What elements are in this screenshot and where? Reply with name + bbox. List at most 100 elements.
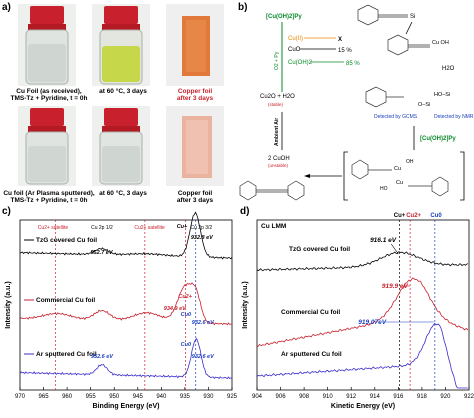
c-x-tick-label: 945 xyxy=(133,394,144,400)
c-x-tick-label: 935 xyxy=(180,394,191,400)
d-annotation-1: 916.1 eV xyxy=(370,237,397,244)
c-x-tick-label: 955 xyxy=(86,394,97,400)
d-series-line-1 xyxy=(256,251,468,272)
d-x-tick-label: 904 xyxy=(252,394,263,400)
b-detected-gcms: Detected by GCMS xyxy=(374,114,418,120)
c-cu2p32-label: Cu 2p 3/2 xyxy=(191,225,213,231)
d-plot-frame xyxy=(256,219,470,391)
panel-c-letter: c) xyxy=(2,206,11,217)
c-annotation: Cu0 xyxy=(181,342,191,348)
b-cuo: CuO xyxy=(288,47,301,53)
d-series-line-2 xyxy=(256,277,469,348)
d-series-line-3 xyxy=(256,322,468,389)
c-series-label-3: Ar sputtered Cu foil xyxy=(36,351,97,358)
panel-d-letter: d) xyxy=(240,206,250,217)
c-cu2p12-label: Cu 2p 1/2 xyxy=(91,225,113,231)
c-xlabel: Binding Energy (eV) xyxy=(93,403,160,410)
b-bracket-oh1: OH xyxy=(406,159,414,165)
c-x-tick-label: 960 xyxy=(62,394,73,400)
b-tms-alkyne xyxy=(357,4,408,26)
c-annotation: 952.7 eV xyxy=(90,250,113,256)
d-series-label-1: TzG covered Cu foil xyxy=(289,246,350,253)
panel-c-chart: 970 965 960 955 950 945 940 935 930 925 Binding En… xyxy=(5,211,237,410)
b-detected-nmr: Detected by NMR xyxy=(434,114,474,120)
d-annotation-2: 919.9 eV xyxy=(382,283,409,290)
b-bracket-cu2: Cu xyxy=(396,180,403,186)
b-cu-ii: Cu(II) xyxy=(288,36,303,42)
b-bracket-cu1: Cu xyxy=(394,166,401,172)
c-series-line-3 xyxy=(19,337,233,380)
b-ambient-air: Ambient Air xyxy=(274,118,280,146)
b-tms-si: Si xyxy=(410,14,415,20)
c-annotation: 952.6 eV xyxy=(91,354,114,360)
panel-a-letter: a) xyxy=(2,2,11,13)
d-series-label-2: Commercial Cu foil xyxy=(281,309,340,316)
panel-d-chart: 904 906 908 910 912 914 916 918 920 922 Kinetic En… xyxy=(242,213,474,410)
d-ylabel: Intensity (a.u.) xyxy=(242,281,249,328)
c-annotation: Cu0 xyxy=(181,312,191,318)
b-cuoh: 2 CuOH xyxy=(268,156,290,162)
c-ylabel: Intensity (a.u.) xyxy=(5,281,12,328)
c-annotation: 932.6 eV xyxy=(192,320,215,326)
panel-b-letter: b) xyxy=(238,2,248,13)
b-o2-py: O2 + Py xyxy=(274,51,280,70)
d-x-tick-label: 914 xyxy=(370,394,381,400)
b-hosi: HO–Si xyxy=(434,92,450,98)
foil-orange xyxy=(166,4,224,86)
d-x-tick-label: 922 xyxy=(464,394,474,400)
d-cup-label: Cu+ xyxy=(394,213,406,219)
c-x-tick-label: 930 xyxy=(203,394,214,400)
c-x-tick-label: 965 xyxy=(39,394,50,400)
panel-a-photos xyxy=(18,4,224,186)
a-row1-caption-1: Cu Foil (as received), TMS-Tz + Pyridine… xyxy=(10,88,88,102)
d-annotation-arrow-1 xyxy=(391,243,399,255)
d-x-tick-label: 918 xyxy=(417,394,428,400)
c-series-line-1 xyxy=(19,211,233,260)
d-cu0-label: Cu0 xyxy=(430,213,442,219)
d-x-tick-label: 916 xyxy=(393,394,404,400)
c-plot-frame xyxy=(19,219,233,391)
c-annotation: 932.8 eV xyxy=(191,235,214,241)
b-cu-oh: Cu OH xyxy=(432,40,449,46)
b-x-mark: X xyxy=(338,37,342,43)
b-stable: (stable) xyxy=(268,102,284,107)
d-x-tick-label: 906 xyxy=(276,394,287,400)
d-x-tick-label: 908 xyxy=(299,394,310,400)
vial-yellow xyxy=(92,4,150,86)
vial-clear-2 xyxy=(18,106,76,186)
b-bracket-oh2: HO xyxy=(380,186,388,192)
b-bottom-reagent: [Cu(OH)2]Py xyxy=(420,136,456,142)
c-x-tick-label: 950 xyxy=(109,394,120,400)
b-cuoh2: Cu(OH)2 xyxy=(288,60,313,66)
vial-clear-3 xyxy=(92,106,150,186)
c-x-tick-label: 940 xyxy=(156,394,167,400)
b-unstable: (unstable) xyxy=(268,163,289,168)
c-annotation: 934.9 eV xyxy=(164,306,187,312)
foil-pink xyxy=(166,106,224,186)
c-series-label-2: Commercial Cu foil xyxy=(36,297,95,304)
b-dimer xyxy=(351,159,449,197)
a-row2-caption-1: Cu foil (Ar Plasma sputtered), TMS-Tz + … xyxy=(3,190,95,204)
b-water: H2O xyxy=(442,66,455,72)
d-series-label-3: Ar sputtered Cu foil xyxy=(281,351,342,358)
panel-b-scheme: [Cu(OH)2]Py O2 + Py Cu(II) X CuO 15 % Cu… xyxy=(239,4,474,201)
d-title: Cu LMM xyxy=(261,223,286,230)
b-gcms-product xyxy=(365,86,404,108)
d-x-tick-label: 912 xyxy=(346,394,357,400)
c-annotation: Cu2+ xyxy=(178,294,192,300)
c-series-line-2 xyxy=(19,282,233,326)
b-osi: O–Si xyxy=(418,102,430,108)
a-row1-caption-2: at 60 °C, 3 days xyxy=(99,88,147,95)
b-diyne-product xyxy=(239,180,305,201)
b-top-reagent: [Cu(OH)2]Py xyxy=(266,14,302,20)
d-x-tick-label: 910 xyxy=(323,394,334,400)
d-cu2p-label: Cu2+ xyxy=(406,213,421,219)
b-cuoh2-yield: 85 % xyxy=(346,61,360,67)
d-annotation-3: 919.07eV xyxy=(358,319,386,326)
b-cu-acetylide xyxy=(387,34,430,56)
a-row1-caption-3: Copper foil after 3 days xyxy=(176,88,214,102)
b-cu2o: Cu2O + H2O xyxy=(260,94,295,100)
c-series-label-1: TzG covered Cu foil xyxy=(36,237,97,244)
d-x-tick-label: 920 xyxy=(440,394,451,400)
c-annotation: Cu+ xyxy=(177,224,188,230)
